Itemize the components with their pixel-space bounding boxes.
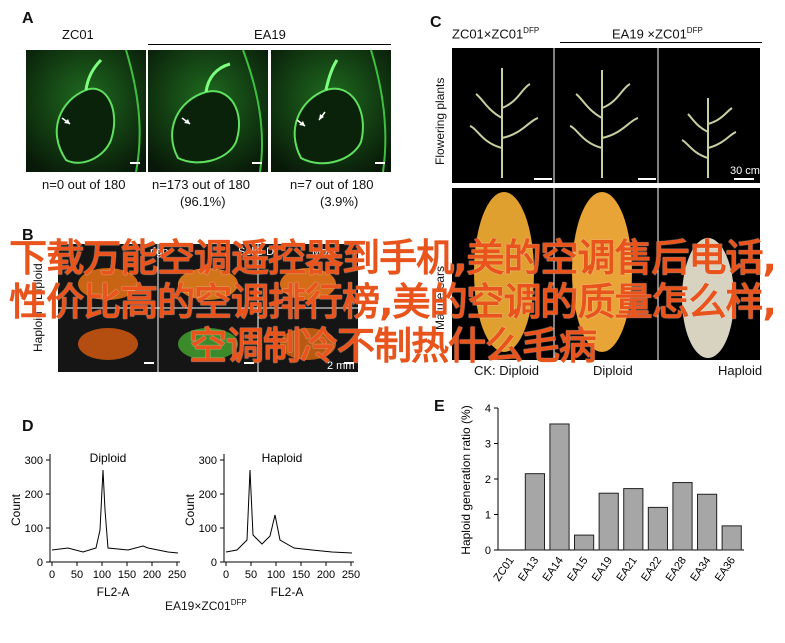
overlay-spam-text: 下载万能空调遥控器到手机,美的空调售后电话,性价比高的空调排行榜,美的空调的质量… (9, 236, 777, 368)
histogram-diploid-xlabel: FL2-A (97, 585, 130, 599)
panel-b-scale: 2 mm (327, 360, 355, 372)
bar-chart-ytick-label: 3 (485, 439, 491, 451)
hist-ytick-label: 100 (25, 523, 43, 535)
panel-c-flowering-image (452, 48, 760, 183)
hist-xtick-label: 100 (267, 569, 285, 581)
hist-xtick-label: 150 (292, 569, 310, 581)
bar-chart-xtick-label: EA34 (688, 555, 713, 584)
panel-c-bottom-label-diploid: Diploid (593, 363, 633, 378)
bar-chart-ytick-label: 4 (485, 403, 491, 415)
histogram-haploid-ylabel: Count (183, 493, 197, 526)
bar-chart-xtick-label: ZC01 (491, 555, 516, 584)
panel-c-scale: 30 cm (730, 165, 760, 177)
panel-b-partial-3: Moor (312, 246, 338, 258)
bar-ea21 (623, 488, 644, 551)
caption-ea19-b-pct: (3.9%) (320, 194, 359, 209)
micrograph-ea19-b (271, 50, 391, 172)
bar-chart-xtick-label: EA14 (541, 555, 566, 584)
hist-ytick-label: 100 (199, 523, 217, 535)
histogram-haploid: 0 100 200 300 0 50 100 150 200 250 Haploid Count… (183, 451, 360, 599)
panel-c-bracket (560, 42, 762, 43)
hist-ytick-label: 200 (199, 489, 217, 501)
caption-ea19-a-pct: (96.1%) (180, 194, 226, 209)
caption-zc01: n=0 out of 180 (42, 177, 126, 192)
bar-chart-xtick-label: EA22 (639, 555, 664, 584)
hist-xtick-label: 50 (245, 569, 257, 581)
panel-a-group-left: ZC01 (62, 27, 94, 42)
bar-chart-ytick-label: 2 (485, 474, 491, 486)
hist-ytick-label: 0 (37, 557, 43, 569)
hist-xtick-label: 250 (168, 569, 186, 581)
bar-chart-ytick-label: 1 (485, 510, 491, 522)
hist-xtick-label: 100 (93, 569, 111, 581)
panel-letter-e: E (434, 398, 445, 415)
caption-ea19-a: n=173 out of 180 (152, 177, 250, 192)
panel-c-group-left: ZC01×ZC01DFP (452, 26, 540, 42)
bar-chart-xtick-label: EA36 (713, 555, 738, 584)
hist-xtick-label: 0 (49, 569, 55, 581)
bar-ea19 (598, 492, 619, 551)
micrograph-zc01 (26, 50, 146, 172)
bar-chart-ylabel: Haploid generation ratio (%) (459, 405, 473, 554)
panel-c-bottom-label-ck: CK: Diploid (474, 363, 540, 378)
bar-ea28 (672, 482, 693, 551)
histogram-haploid-xlabel: FL2-A (271, 585, 304, 599)
bar-chart-xtick-label: EA21 (614, 555, 639, 584)
bar-chart-ytick-label: 0 (485, 545, 491, 557)
bar-chart-xtick-label: EA15 (565, 555, 590, 584)
panel-b-image (58, 244, 358, 372)
panel-c-row1-label: Flowering plants (433, 77, 447, 165)
panel-b-partial-2: Seke D (238, 246, 275, 258)
panel-c-ears-image (452, 188, 760, 360)
panel-d-footer: EA19×ZC01DFP (165, 598, 247, 613)
bar-ea34 (697, 493, 718, 551)
hist-xtick-label: 250 (342, 569, 360, 581)
bar-ea13 (524, 473, 545, 551)
panel-letter-a: A (22, 10, 34, 27)
panel-letter-c: C (430, 14, 442, 31)
histogram-diploid: 0 100 200 300 0 50 100 150 200 250 Diploid Count… (9, 451, 186, 599)
bar-ea15 (574, 534, 595, 551)
panel-a-bracket (148, 44, 391, 45)
panel-c-group-right: EA19 ×ZC01DFP (612, 26, 703, 42)
histogram-diploid-ylabel: Count (9, 493, 23, 526)
histogram-haploid-title: Haploid (262, 451, 303, 465)
histogram-diploid-title: Diploid (90, 451, 127, 465)
hist-xtick-label: 50 (71, 569, 83, 581)
hist-xtick-label: 0 (223, 569, 229, 581)
panel-a-group-right: EA19 (254, 27, 286, 42)
panel-letter-d: D (22, 418, 34, 435)
bar-ea22 (647, 506, 668, 551)
panel-c-bottom-label-haploid: Haploid (718, 363, 763, 378)
hist-xtick-label: 200 (317, 569, 335, 581)
hist-ytick-label: 300 (199, 455, 217, 467)
micrograph-ea19-a (148, 50, 268, 172)
caption-ea19-b: n=7 out of 180 (290, 177, 374, 192)
panel-letter-b: B (22, 227, 34, 244)
hist-ytick-label: 300 (25, 455, 43, 467)
hist-ytick-label: 0 (211, 557, 217, 569)
bar-chart-xtick-label: EA28 (664, 555, 689, 584)
hist-xtick-label: 150 (118, 569, 136, 581)
bar-ea14 (549, 423, 570, 551)
bar-ea36 (721, 525, 742, 551)
panel-b-partial-1: rign (150, 246, 169, 258)
bar-chart-xtick-label: EA19 (590, 555, 615, 584)
bar-chart-xtick-label: EA13 (516, 555, 541, 584)
hist-ytick-label: 200 (25, 489, 43, 501)
hist-xtick-label: 200 (143, 569, 161, 581)
